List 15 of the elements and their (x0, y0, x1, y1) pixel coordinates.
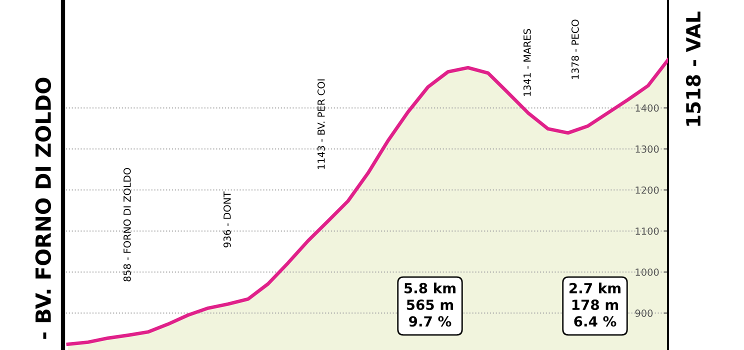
y-tick-label: 1200 (636, 186, 659, 194)
annotation: 858 - FORNO DI ZOLDO (123, 168, 131, 282)
annotation: 5.8 km 565 m 9.7 % (404, 282, 456, 327)
y-tick-label: 1300 (636, 145, 659, 153)
y-tick-label: 1100 (636, 227, 659, 235)
text: 1518 - VAL (686, 12, 701, 126)
annotation: 1378 - PECO (571, 20, 579, 79)
text: - BV. FORNO DI ZOLDO (35, 78, 52, 339)
y-tick-label: 1400 (636, 104, 659, 112)
y-tick-label: 1000 (636, 268, 659, 276)
annotation: 2.7 km 178 m 6.4 % (570, 282, 620, 327)
annotation: 1143 - BV. PER COI (317, 79, 325, 169)
y-tick-label: 900 (635, 310, 653, 317)
annotation: 1341 - MARES (523, 29, 531, 96)
annotation: 936 - DONT (223, 191, 231, 248)
